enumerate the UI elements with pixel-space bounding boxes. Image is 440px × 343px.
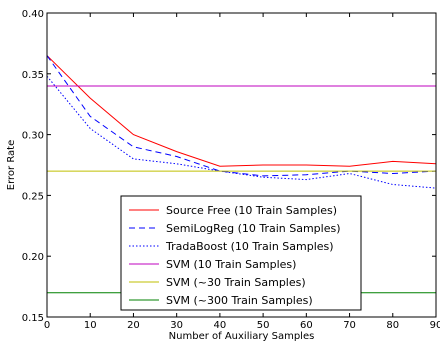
y-tick-label: 0.25 (22, 191, 44, 202)
x-tick-label: 0 (44, 320, 50, 331)
x-tick-label: 70 (343, 320, 356, 331)
y-tick-label: 0.15 (22, 313, 44, 324)
legend-entry-label: SemiLogReg (10 Train Samples) (166, 222, 341, 235)
y-axis-label: Error Rate (6, 140, 17, 190)
plot-lines (47, 55, 436, 294)
y-tick-label: 0.40 (22, 9, 44, 20)
x-tick-label: 10 (84, 320, 97, 331)
x-tick-label: 30 (170, 320, 183, 331)
y-tick-label: 0.20 (22, 252, 44, 263)
series-line-2 (47, 55, 436, 177)
series-line-1 (47, 55, 436, 167)
plot-frame (46, 12, 437, 318)
ticks: 0 10 20 30 40 50 60 70 80 90 0.15 0.20 0.25 0.30 0.35 0… (22, 9, 440, 331)
x-axis-label: Number of Auxiliary Samples (169, 331, 315, 342)
x-tick-label: 40 (214, 320, 227, 331)
legend-entry-label: SVM (~300 Train Samples) (166, 294, 313, 307)
x-tick-label: 20 (127, 320, 140, 331)
x-tick-label: 90 (430, 320, 440, 331)
legend-box (120, 195, 362, 311)
legend-entry-label: SVM (10 Train Samples) (166, 258, 296, 271)
legend-entry-label: SVM (~30 Train Samples) (166, 276, 306, 289)
x-tick-label: 60 (300, 320, 313, 331)
legend-entry-label: Source Free (10 Train Samples) (166, 204, 337, 217)
y-tick-label: 0.30 (22, 131, 44, 142)
legend-entry-label: TradaBoost (10 Train Samples) (165, 240, 334, 253)
y-tick-label: 0.35 (22, 70, 44, 81)
series-line-3 (47, 75, 436, 189)
legend: Source Free (10 Train Samples) SemiLogReg… (120, 195, 362, 311)
x-tick-label: 50 (257, 320, 270, 331)
x-tick-label: 80 (386, 320, 399, 331)
